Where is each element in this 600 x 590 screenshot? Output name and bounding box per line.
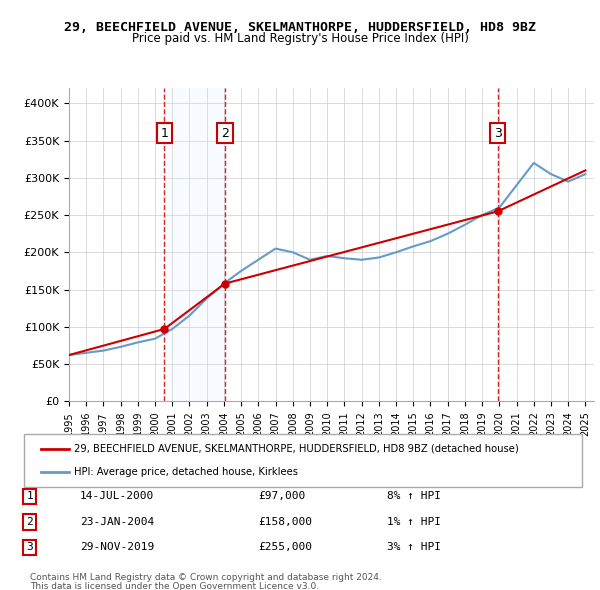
- Text: This data is licensed under the Open Government Licence v3.0.: This data is licensed under the Open Gov…: [30, 582, 319, 590]
- Text: 29, BEECHFIELD AVENUE, SKELMANTHORPE, HUDDERSFIELD, HD8 9BZ (detached house): 29, BEECHFIELD AVENUE, SKELMANTHORPE, HU…: [74, 444, 519, 454]
- Text: 2: 2: [26, 517, 33, 527]
- Text: 3: 3: [26, 542, 33, 552]
- Text: Price paid vs. HM Land Registry's House Price Index (HPI): Price paid vs. HM Land Registry's House …: [131, 32, 469, 45]
- FancyBboxPatch shape: [24, 434, 582, 487]
- Text: 1: 1: [26, 491, 33, 502]
- Text: Contains HM Land Registry data © Crown copyright and database right 2024.: Contains HM Land Registry data © Crown c…: [30, 573, 382, 582]
- Text: 1: 1: [160, 127, 168, 140]
- Text: 23-JAN-2004: 23-JAN-2004: [80, 517, 154, 527]
- Text: 29, BEECHFIELD AVENUE, SKELMANTHORPE, HUDDERSFIELD, HD8 9BZ: 29, BEECHFIELD AVENUE, SKELMANTHORPE, HU…: [64, 21, 536, 34]
- Text: 29-NOV-2019: 29-NOV-2019: [80, 542, 154, 552]
- Text: 3: 3: [494, 127, 502, 140]
- Text: £255,000: £255,000: [259, 542, 313, 552]
- Text: £158,000: £158,000: [259, 517, 313, 527]
- Text: 1% ↑ HPI: 1% ↑ HPI: [387, 517, 440, 527]
- Text: 3% ↑ HPI: 3% ↑ HPI: [387, 542, 440, 552]
- Text: HPI: Average price, detached house, Kirklees: HPI: Average price, detached house, Kirk…: [74, 467, 298, 477]
- Text: 2: 2: [221, 127, 229, 140]
- Text: £97,000: £97,000: [259, 491, 305, 502]
- Bar: [164, 88, 225, 401]
- Text: 8% ↑ HPI: 8% ↑ HPI: [387, 491, 440, 502]
- Text: 14-JUL-2000: 14-JUL-2000: [80, 491, 154, 502]
